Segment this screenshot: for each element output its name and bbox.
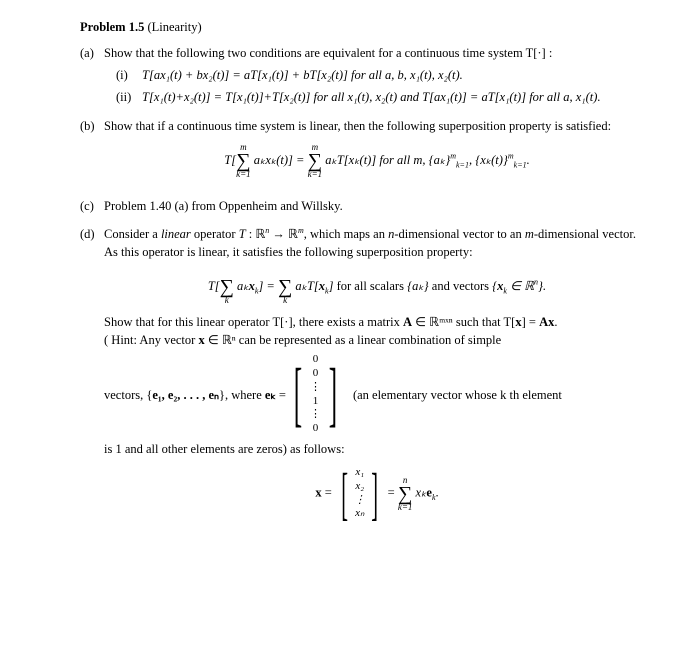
part-a-i: (i) T[ax₁(t) + bx₂(t)] = aT[x₁(t)] + bT[… [116, 66, 650, 84]
part-c-label: (c) [80, 197, 104, 215]
part-a-label: (a) [80, 44, 104, 106]
part-d: (d) Consider a linear operator T : ℝn → … [80, 225, 650, 529]
part-a-ii-label: (ii) [116, 88, 142, 106]
part-c-text: Problem 1.40 (a) from Oppenheim and Will… [104, 197, 650, 215]
part-d-intro: Consider a linear operator T : ℝn → ℝm, … [104, 225, 650, 261]
sum-symbol: m∑k=1 [236, 143, 251, 179]
part-d-line-after: is 1 and all other elements are zeros) a… [104, 440, 650, 458]
sum-symbol: ∑k [278, 269, 292, 305]
part-a-intro: Show that the following two conditions a… [104, 44, 650, 62]
sum-symbol: n∑k=1 [398, 476, 413, 512]
sum-symbol: ∑k [220, 269, 234, 305]
elem-desc: (an elementary vector whose k th element [353, 386, 562, 404]
part-d-ek-line: vectors, {e₁, e₂, . . . , eₙ}, where eₖ … [104, 353, 650, 436]
part-d-label: (d) [80, 225, 104, 529]
part-d-x-equation: x = [ x₁x₂⋮xₙ ] = n∑k=1 xₖek. [104, 466, 650, 521]
part-b-equation: T[m∑k=1 aₖxₖ(t)] = m∑k=1 aₖT[xₖ(t)] for … [104, 143, 650, 179]
part-a: (a) Show that the following two conditio… [80, 44, 650, 106]
ek-vector: [ 00⋮1⋮0 ] [286, 353, 345, 436]
part-a-body: Show that the following two conditions a… [104, 44, 650, 106]
part-b-label: (b) [80, 117, 104, 187]
part-b-body: Show that if a continuous time system is… [104, 117, 650, 187]
part-d-hint: ( Hint: Any vector x ∈ ℝⁿ can be represe… [104, 331, 650, 349]
part-a-i-text: T[ax₁(t) + bx₂(t)] = aT[x₁(t)] + bT[x₂(t… [142, 66, 650, 84]
part-a-ii-text: T[x₁(t)+x₂(t)] = T[x₁(t)]+T[x₂(t)] for a… [142, 88, 650, 106]
part-b: (b) Show that if a continuous time syste… [80, 117, 650, 187]
part-c: (c) Problem 1.40 (a) from Oppenheim and … [80, 197, 650, 215]
x-vector: [ x₁x₂⋮xₙ ] [335, 466, 385, 521]
part-a-ii: (ii) T[x₁(t)+x₂(t)] = T[x₁(t)]+T[x₂(t)] … [116, 88, 650, 106]
part-d-equation1: T[ ∑k aₖxk] = ∑k aₖT[xk] for all scalars… [104, 269, 650, 305]
sum-symbol: m∑k=1 [308, 143, 323, 179]
vectors-label: vectors, {e₁, e₂, . . . , eₙ}, where eₖ … [104, 386, 286, 404]
part-a-i-label: (i) [116, 66, 142, 84]
title-desc: (Linearity) [147, 20, 201, 34]
part-d-para2: Show that for this linear operator T[·],… [104, 313, 650, 331]
problem-title: Problem 1.5 (Linearity) [80, 18, 650, 36]
part-b-intro: Show that if a continuous time system is… [104, 117, 650, 135]
title-number: Problem 1.5 [80, 20, 144, 34]
part-d-body: Consider a linear operator T : ℝn → ℝm, … [104, 225, 650, 529]
